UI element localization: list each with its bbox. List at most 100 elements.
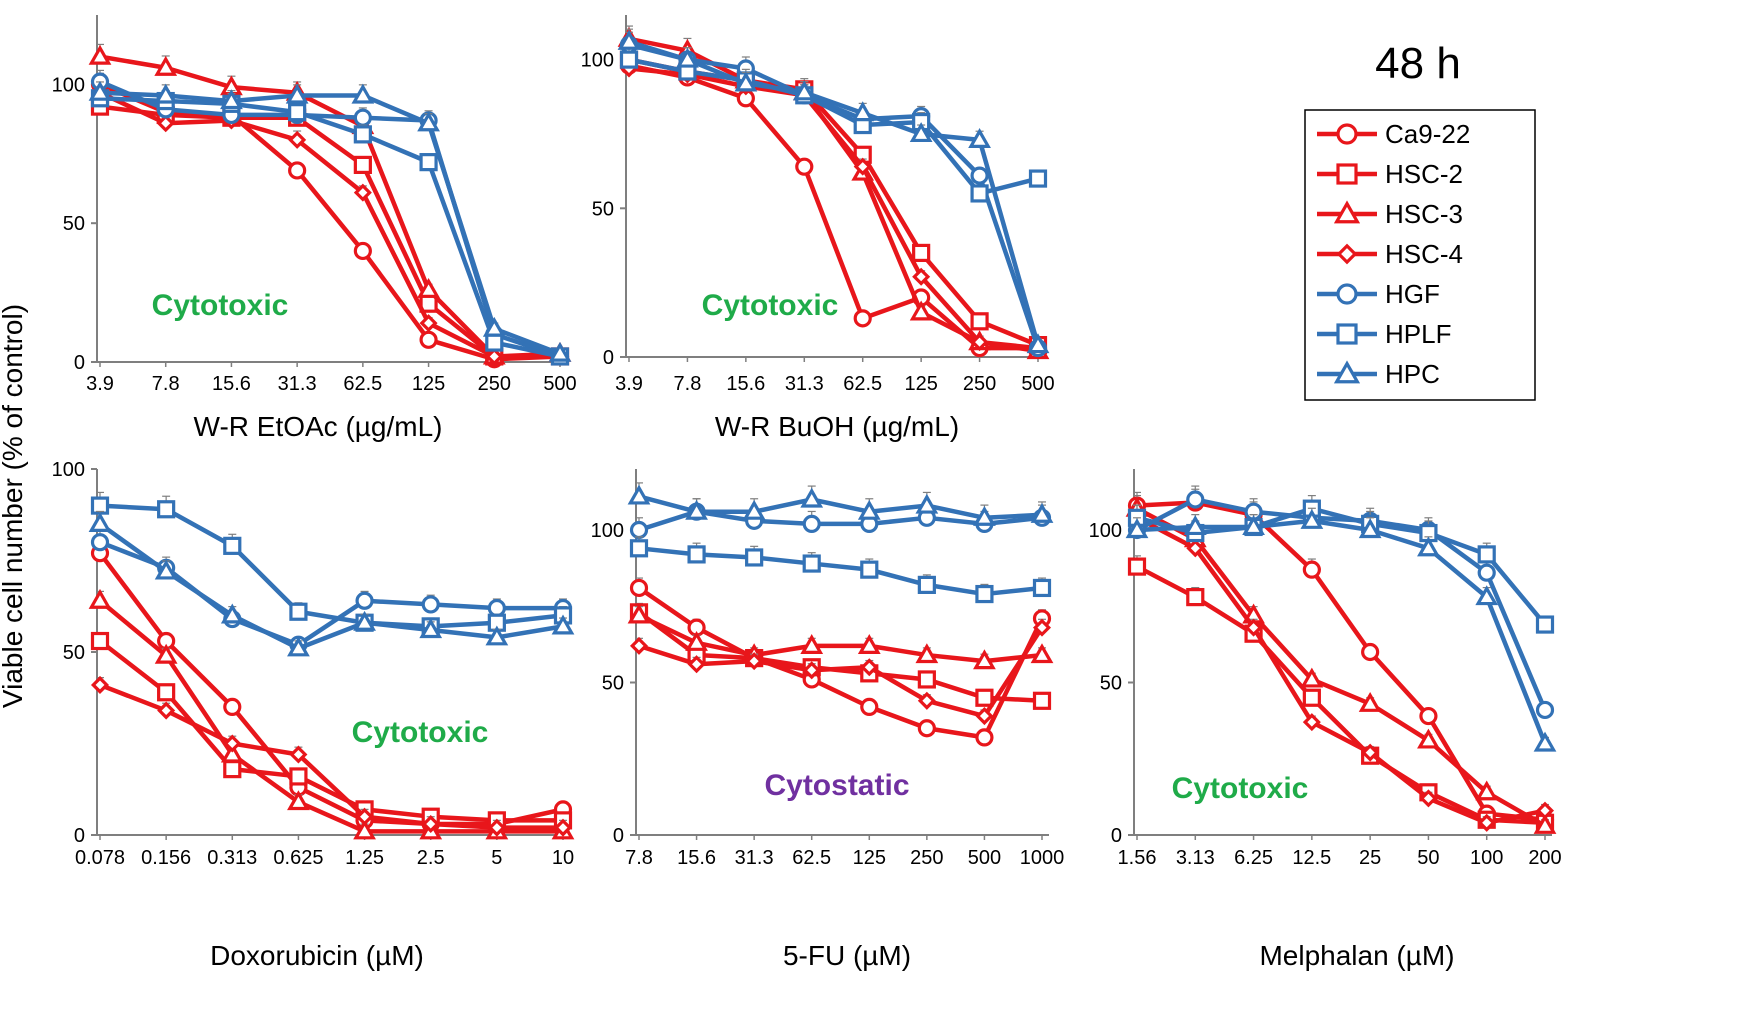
data-point — [154, 83, 178, 104]
series-line — [99, 82, 561, 362]
data-point — [915, 493, 939, 514]
data-point — [1300, 667, 1324, 688]
data-point — [685, 631, 708, 651]
data-point — [1533, 731, 1557, 752]
series-line — [638, 613, 1043, 664]
legend-label: HPC — [1385, 359, 1440, 389]
series-line — [98, 551, 564, 827]
series-line — [1135, 515, 1546, 826]
data-point — [795, 157, 814, 176]
x-tick-label: 15.6 — [212, 373, 251, 395]
data-point — [857, 634, 881, 654]
x-tick-label: 31.3 — [735, 847, 774, 869]
x-axis-label: W-R BuOH (µg/mL) — [715, 411, 959, 442]
legend-item: HGF — [1317, 279, 1440, 309]
data-point — [419, 314, 438, 333]
annotation-cytostatic: Cytostatic — [764, 769, 909, 802]
y-tick-label: 0 — [603, 347, 614, 369]
data-point — [629, 539, 649, 558]
data-point — [1183, 515, 1207, 536]
data-point — [1300, 509, 1324, 529]
series-hpc — [617, 28, 1050, 354]
x-tick-label: 25 — [1359, 847, 1381, 869]
data-point — [353, 183, 372, 202]
data-point — [1535, 801, 1555, 820]
data-point — [487, 598, 506, 618]
data-point — [223, 536, 242, 555]
data-point — [287, 636, 310, 657]
data-point — [90, 631, 110, 651]
data-point — [220, 89, 243, 110]
series-line — [1136, 518, 1548, 745]
data-point — [619, 50, 639, 69]
series-line — [99, 54, 561, 359]
series-hpc — [88, 80, 572, 362]
data-point — [288, 130, 307, 149]
data-point — [1533, 814, 1557, 834]
data-point — [157, 683, 176, 702]
data-point — [421, 595, 440, 614]
x-tick-label: 6.25 — [1234, 847, 1273, 869]
x-tick-label: 125 — [853, 847, 886, 869]
data-point — [1477, 545, 1496, 564]
data-point — [917, 575, 936, 595]
data-point — [975, 707, 994, 726]
series-hsc-4 — [90, 675, 573, 837]
data-point — [1419, 706, 1438, 726]
annotation-cytotoxic: Cytotoxic — [352, 716, 489, 749]
series-hplf — [619, 47, 1048, 203]
x-axis-label: 5-FU (µM) — [783, 940, 911, 971]
data-point — [909, 300, 933, 321]
data-point — [220, 603, 244, 624]
data-point — [154, 559, 178, 580]
x-tick-label: 0.625 — [273, 847, 323, 869]
legend-label: HGF — [1385, 279, 1440, 309]
data-point — [285, 83, 309, 104]
data-point — [975, 584, 994, 604]
data-point — [1419, 789, 1438, 808]
series-hpc — [1125, 507, 1557, 752]
data-point — [1477, 813, 1496, 832]
data-point — [351, 83, 375, 104]
y-tick-label: 100 — [1089, 520, 1122, 542]
x-tick-label: 15.6 — [677, 847, 716, 869]
data-point — [1302, 713, 1321, 732]
data-point — [485, 333, 504, 352]
x-tick-label: 250 — [910, 847, 943, 869]
data-point — [973, 505, 996, 526]
data-point — [1475, 585, 1499, 606]
data-point — [912, 243, 931, 263]
data-point — [156, 114, 175, 133]
data-point — [745, 652, 764, 671]
data-point — [1028, 169, 1048, 188]
data-point — [1186, 587, 1205, 607]
data-point — [90, 496, 110, 515]
series-line — [99, 96, 561, 359]
x-tick-label: 62.5 — [343, 373, 382, 395]
legend-marker — [1333, 360, 1361, 384]
y-tick-label: 0 — [74, 352, 85, 374]
x-tick-label: 250 — [478, 373, 511, 395]
data-point — [157, 701, 176, 720]
data-point — [975, 688, 994, 707]
series-line — [1136, 506, 1547, 626]
data-point — [1242, 515, 1265, 536]
data-point — [912, 267, 931, 286]
data-point — [1186, 490, 1205, 509]
data-point — [1417, 728, 1440, 749]
data-point — [685, 499, 708, 520]
data-point — [419, 618, 443, 639]
data-point — [1535, 615, 1555, 634]
y-tick-label: 100 — [581, 50, 614, 72]
data-point — [917, 691, 936, 710]
data-point — [1032, 618, 1052, 637]
data-point — [629, 636, 649, 655]
data-point — [860, 658, 879, 677]
series-line — [1135, 564, 1546, 826]
x-tick-label: 7.8 — [674, 373, 702, 395]
data-point — [288, 103, 307, 122]
data-point — [1030, 643, 1054, 664]
panel-melphalan: 0 50 100 1.56 3.13 6.25 12.5 25 50 100 200 Melphala… — [1089, 469, 1562, 971]
